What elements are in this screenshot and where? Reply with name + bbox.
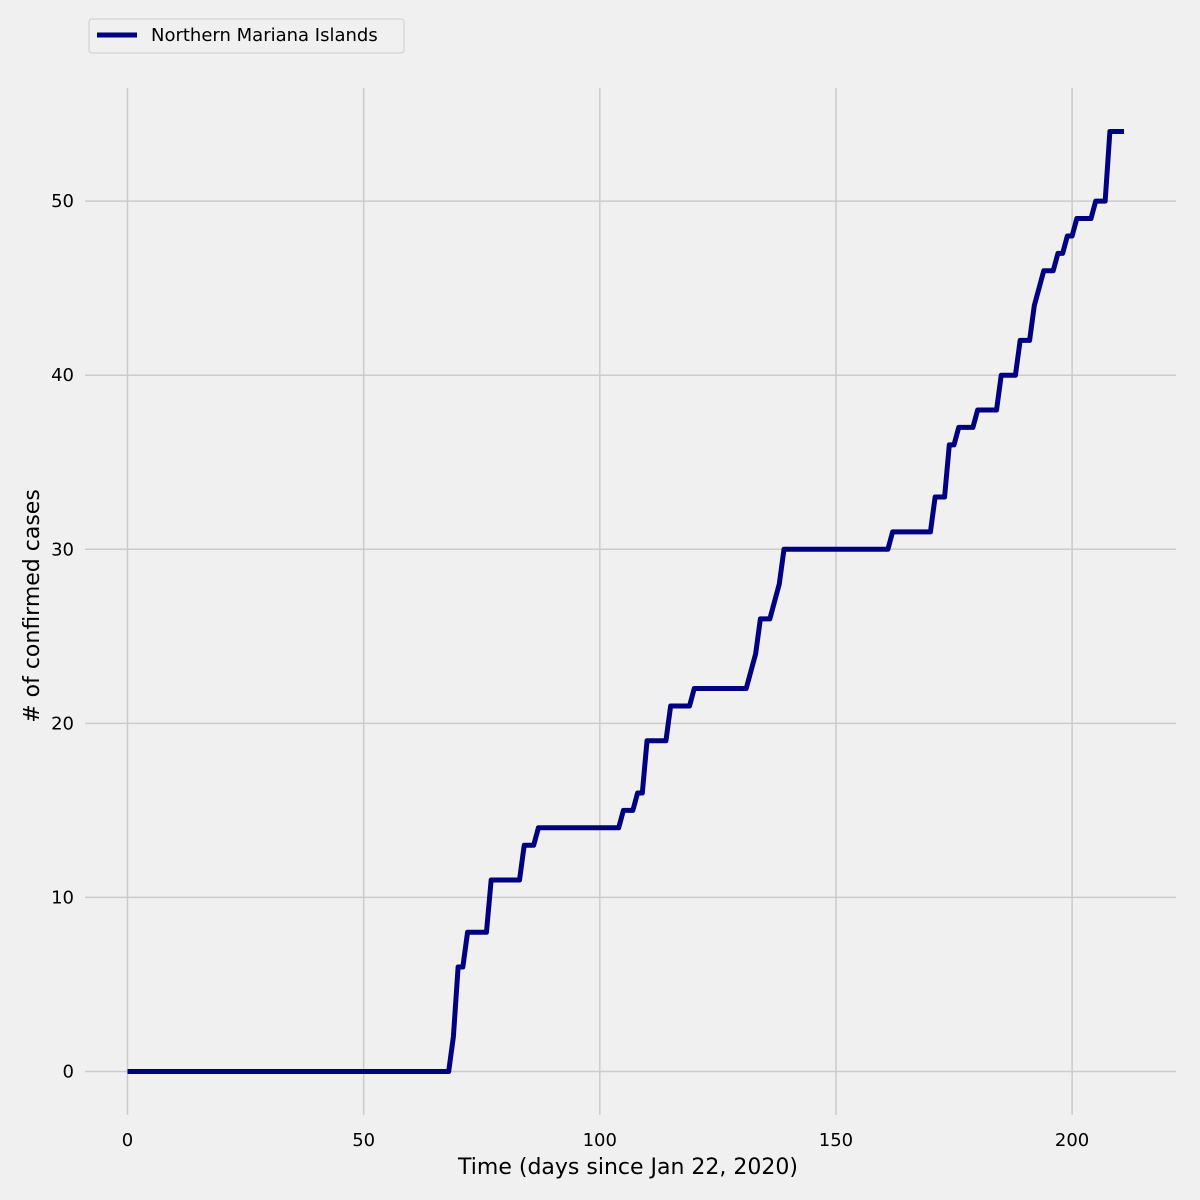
x-tick-label: 200 bbox=[1055, 1130, 1089, 1151]
x-axis-label: Time (days since Jan 22, 2020) bbox=[457, 1155, 798, 1180]
x-tick-label: 50 bbox=[352, 1130, 375, 1151]
y-tick-labels: 0 10 20 30 40 50 bbox=[51, 191, 74, 1082]
y-tick-label: 50 bbox=[51, 191, 74, 212]
y-tick-label: 20 bbox=[51, 713, 74, 734]
y-axis-label: # of confirmed cases bbox=[20, 489, 45, 723]
x-tick-label: 100 bbox=[583, 1130, 617, 1151]
legend: Northern Mariana Islands bbox=[88, 18, 405, 54]
x-tick-label: 150 bbox=[819, 1130, 853, 1151]
y-tick-label: 0 bbox=[63, 1061, 74, 1082]
y-tick-label: 40 bbox=[51, 365, 74, 386]
x-gridlines bbox=[126, 88, 1073, 1115]
x-tick-label: 0 bbox=[122, 1130, 133, 1151]
y-tick-label: 30 bbox=[51, 539, 74, 560]
series-layer bbox=[127, 129, 1125, 1074]
legend-box bbox=[88, 18, 405, 54]
y-tick-label: 10 bbox=[51, 887, 74, 908]
legend-label: Northern Mariana Islands bbox=[151, 25, 378, 46]
series-line bbox=[127, 129, 1125, 1074]
x-tick-labels: 0 50 100 150 200 bbox=[122, 1130, 1089, 1151]
y-gridlines bbox=[85, 200, 1176, 1073]
